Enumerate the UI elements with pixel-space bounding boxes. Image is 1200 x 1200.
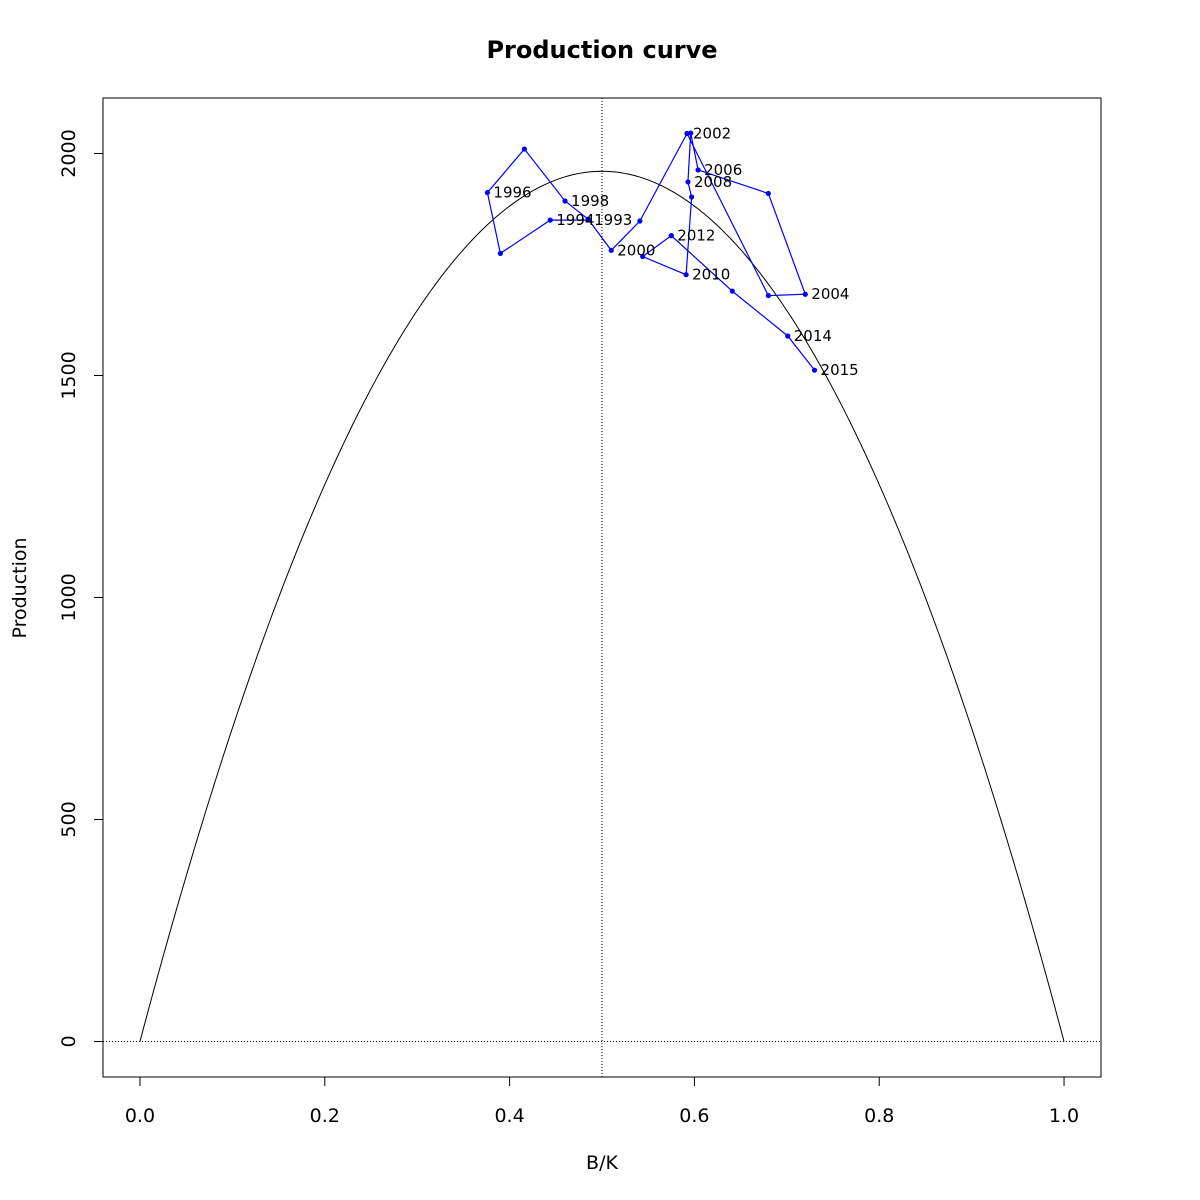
point-2000: [608, 247, 614, 253]
x-tick-label: 0.4: [494, 1105, 524, 1127]
year-label-2014: 2014: [794, 327, 832, 345]
year-label-2006: 2006: [704, 161, 742, 179]
point-1995: [497, 250, 503, 256]
y-tick-label: 1500: [58, 351, 80, 399]
y-tick-label: 2000: [58, 129, 80, 177]
year-label-2008: 2008: [694, 173, 732, 191]
point-2004: [802, 291, 808, 297]
point-1994: [547, 217, 553, 223]
year-label-2015: 2015: [821, 361, 859, 379]
point-2011: [640, 253, 646, 260]
year-label-2000: 2000: [617, 241, 655, 259]
point-1999: [585, 216, 591, 222]
x-axis-title: B/K: [586, 1152, 618, 1174]
year-label-2012: 2012: [677, 227, 715, 245]
point-2010: [683, 272, 689, 278]
point-2008: [685, 179, 691, 185]
production-curve: [139, 170, 1065, 1042]
year-label-2002: 2002: [693, 125, 731, 143]
point-1998: [562, 198, 568, 204]
point-2003: [765, 292, 771, 299]
chart-title: Production curve: [486, 36, 717, 64]
y-tick-label: 500: [58, 801, 80, 837]
year-label-2010: 2010: [692, 266, 730, 284]
x-tick-label: 0.6: [679, 1105, 709, 1127]
point-2013: [729, 288, 735, 294]
point-2009: [689, 194, 695, 200]
x-tick-label: 1.0: [1049, 1105, 1079, 1127]
point-2006: [695, 167, 701, 173]
y-tick-label: 0: [58, 1035, 80, 1047]
point-2005: [765, 190, 771, 197]
point-1996: [484, 189, 491, 196]
point-1997: [521, 146, 527, 152]
year-label-1994: 1994: [556, 211, 594, 229]
x-tick-label: 0.2: [310, 1105, 340, 1127]
x-axis: 0.0 0.2 0.4 0.6 0.8 1.0: [125, 1076, 1079, 1127]
point-2015: [811, 367, 818, 373]
year-label-1998: 1998: [571, 192, 609, 210]
year-label-2004: 2004: [811, 285, 849, 303]
y-axis-title: Production: [9, 537, 31, 638]
year-label-1996: 1996: [493, 184, 531, 202]
y-axis: 0 500 1000 1500 2000: [58, 129, 104, 1048]
year-label-1993: 1993: [594, 211, 632, 229]
y-tick-label: 1000: [58, 573, 80, 621]
point-2007: [688, 130, 694, 136]
x-tick-label: 0.8: [864, 1105, 894, 1127]
x-tick-label: 0.0: [125, 1105, 155, 1127]
point-2012: [668, 233, 674, 239]
point-2001: [637, 218, 643, 224]
point-2014: [785, 333, 791, 339]
